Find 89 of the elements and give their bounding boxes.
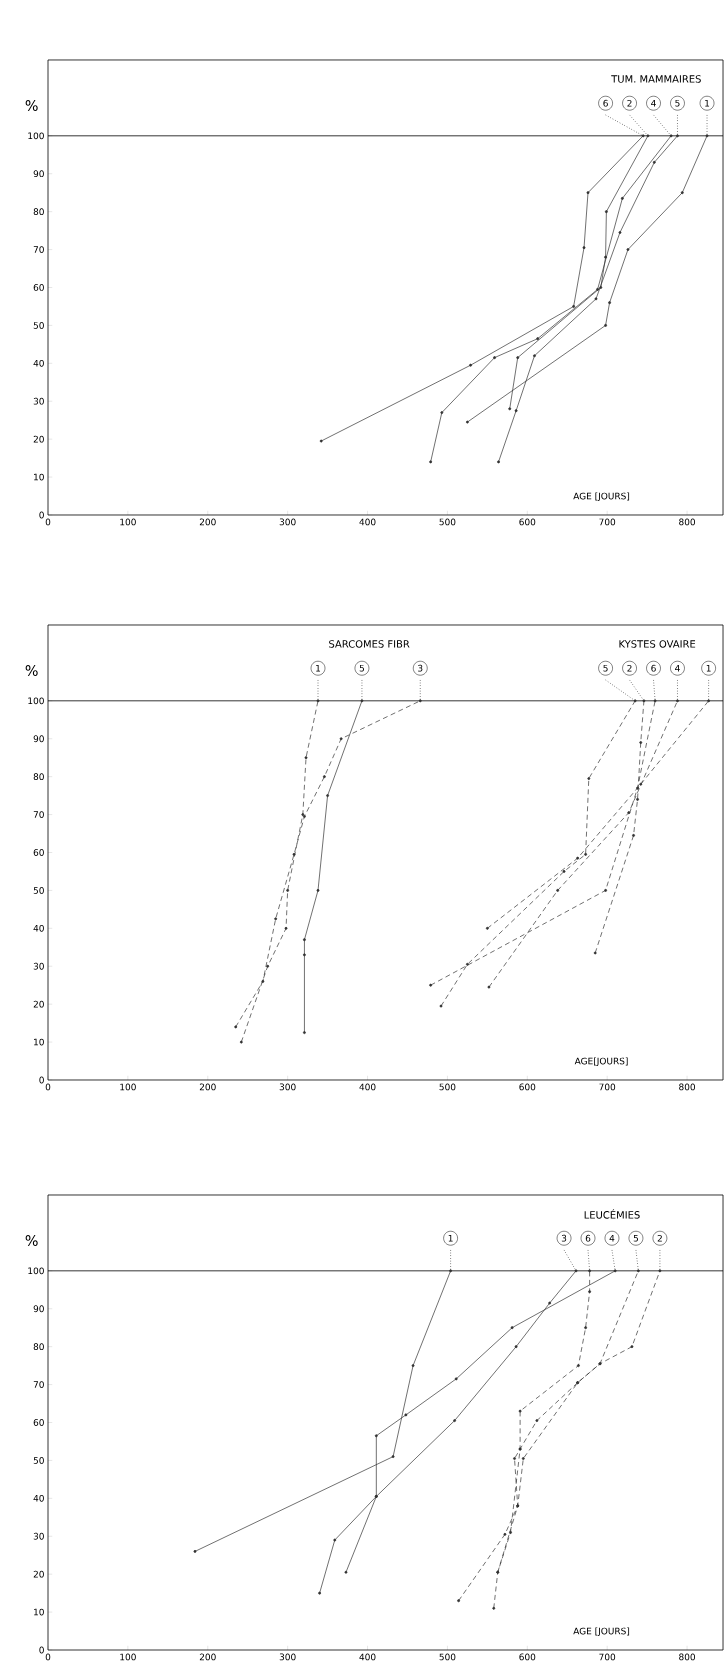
x-tick-label: 100: [120, 1653, 136, 1661]
y-tick-label: 0: [39, 1646, 44, 1654]
y-tick-label: 20: [33, 435, 44, 443]
x-tick-label: 800: [679, 1653, 696, 1661]
y-axis-title: %: [25, 665, 38, 676]
text: 4: [651, 99, 656, 107]
x-tick-label: 800: [679, 1083, 696, 1091]
text: 6: [585, 1234, 591, 1242]
x-tick-label: 0: [45, 1083, 51, 1091]
text: 5: [675, 99, 680, 107]
x-tick-label: 200: [199, 518, 216, 526]
y-tick-label: 80: [33, 208, 44, 216]
text: 2: [627, 664, 632, 672]
x-tick-label: 0: [45, 1653, 51, 1661]
text: 2: [627, 99, 632, 107]
x-tick-label: 500: [439, 518, 456, 526]
x-tick-label: 300: [279, 1653, 296, 1661]
y-tick-label: 40: [33, 924, 44, 932]
text: 1: [448, 1234, 453, 1242]
text: 5: [359, 664, 365, 672]
y-tick-label: 10: [34, 473, 44, 481]
text: 5: [603, 664, 608, 672]
text: 2: [657, 1234, 662, 1242]
x-tick-label: 600: [519, 1653, 536, 1661]
y-tick-label: 90: [33, 1305, 44, 1313]
y-tick-label: 20: [33, 1000, 44, 1008]
text: 3: [561, 1234, 567, 1242]
annotation: LEUCÉMIES: [584, 1209, 640, 1219]
x-tick-label: 400: [359, 1653, 376, 1661]
text: 3: [418, 664, 423, 672]
text: 4: [675, 664, 680, 672]
y-tick-label: 90: [33, 735, 44, 743]
y-tick-label: 80: [33, 773, 44, 781]
x-tick-label: 500: [439, 1083, 456, 1091]
y-tick-label: 100: [28, 1267, 44, 1275]
x-axis-title: AGE[JOURS]: [574, 1057, 628, 1067]
x-tick-label: 200: [199, 1653, 216, 1661]
annotation: KYSTES OVAIRE: [619, 640, 696, 648]
x-tick-label: 400: [359, 1083, 376, 1091]
y-tick-label: 70: [33, 1381, 44, 1388]
x-tick-label: 700: [599, 518, 616, 526]
y-tick-label: 0: [39, 1076, 44, 1084]
annotation: SARCOMES FIBR: [329, 640, 410, 648]
y-tick-label: 70: [33, 246, 44, 253]
annotation: TUM. MAMMAIRES: [611, 75, 701, 83]
x-tick-label: 0: [45, 518, 51, 526]
x-axis-title: AGE [JOURS]: [573, 1627, 630, 1637]
x-axis-title: AGE [JOURS]: [573, 492, 630, 502]
y-tick-label: 100: [28, 697, 44, 705]
y-tick-label: 10: [34, 1608, 44, 1616]
y-axis-title: %: [25, 1235, 38, 1246]
y-tick-label: 30: [33, 397, 44, 405]
y-axis-title: %: [25, 100, 38, 111]
y-tick-label: 90: [33, 170, 44, 178]
x-tick-label: 100: [120, 1083, 136, 1091]
y-tick-label: 50: [33, 1457, 44, 1464]
y-tick-label: 50: [33, 322, 44, 329]
x-tick-label: 800: [679, 518, 696, 526]
text: 1: [316, 664, 321, 672]
x-tick-label: 300: [279, 518, 296, 526]
y-tick-label: 60: [33, 849, 44, 856]
text: 1: [705, 99, 710, 107]
x-tick-label: 200: [199, 1083, 216, 1091]
y-tick-label: 100: [28, 132, 44, 140]
x-tick-label: 600: [519, 518, 536, 526]
y-tick-label: 20: [33, 1570, 44, 1578]
y-tick-label: 40: [33, 1494, 44, 1502]
y-tick-label: 10: [34, 1038, 44, 1046]
y-tick-label: 0: [39, 511, 44, 519]
x-tick-label: 600: [519, 1083, 536, 1091]
x-tick-label: 300: [279, 1083, 296, 1091]
text: 1: [706, 664, 711, 672]
y-tick-label: 30: [33, 962, 44, 970]
y-tick-label: 60: [33, 284, 44, 291]
text: 6: [651, 664, 656, 672]
y-tick-label: 60: [33, 1419, 44, 1426]
text: 4: [609, 1234, 615, 1242]
y-tick-label: 30: [33, 1532, 44, 1540]
text: 6: [603, 99, 608, 107]
x-tick-label: 100: [120, 518, 136, 526]
text: 5: [633, 1234, 639, 1242]
y-tick-label: 50: [33, 887, 44, 894]
x-tick-label: 400: [359, 518, 376, 526]
x-tick-label: 700: [599, 1083, 616, 1091]
y-tick-label: 70: [33, 811, 44, 818]
x-tick-label: 500: [439, 1653, 456, 1661]
x-tick-label: 700: [599, 1653, 616, 1661]
y-tick-label: 80: [33, 1343, 44, 1351]
y-tick-label: 40: [33, 359, 44, 367]
